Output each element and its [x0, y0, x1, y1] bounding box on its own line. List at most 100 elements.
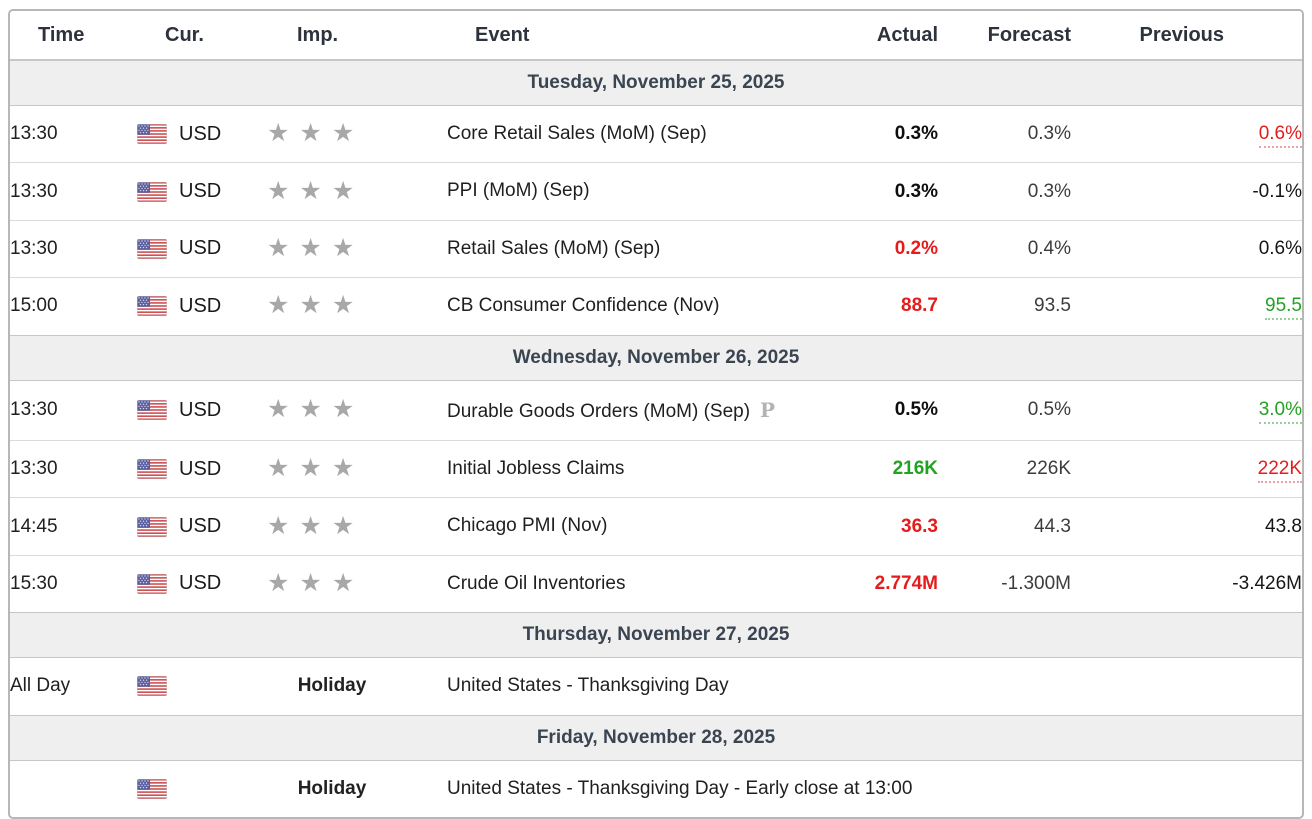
actual-cell: 2.774M: [835, 554, 938, 613]
us-flag-icon: [137, 459, 167, 480]
event-time-cell: 13:30: [10, 162, 137, 221]
holiday-row[interactable]: Holiday United States - Thanksgiving Day …: [10, 759, 1302, 817]
event-row[interactable]: 13:30 USD ★★★ Durable Goods Orders (MoM) (S…: [10, 379, 1302, 441]
us-flag-icon: [137, 676, 167, 697]
previous-value: 3.0%: [1258, 399, 1302, 425]
event-name-cell: United States - Thanksgiving Day - Early…: [447, 759, 1302, 817]
event-link[interactable]: Chicago PMI (Nov): [447, 515, 608, 537]
event-row[interactable]: 13:30 USD ★★★ PPI (MoM) (Sep) 0.3% 0.3% -0.1%: [10, 162, 1302, 221]
forecast-value: 0.3%: [1027, 123, 1071, 145]
forecast-value: -1.300M: [1001, 572, 1071, 594]
forecast-cell: 226K: [938, 439, 1071, 498]
holiday-row[interactable]: All Day Holiday United States - Thanksgivi…: [10, 657, 1302, 716]
event-name-cell: United States - Thanksgiving Day: [447, 657, 1302, 716]
forecast-value: 226K: [1026, 458, 1071, 480]
importance-cell: ★★★: [267, 162, 447, 221]
currency-code: USD: [179, 180, 222, 203]
importance-cell: ★★★: [267, 219, 447, 278]
event-row[interactable]: 13:30 USD ★★★ Core Retail Sales (MoM) (Sep)…: [10, 104, 1302, 163]
currency-cell: USD: [137, 379, 267, 441]
currency-cell: USD: [137, 162, 267, 221]
currency-cell: [137, 657, 267, 716]
us-flag-icon: [137, 573, 167, 594]
actual-cell: 36.3: [835, 497, 938, 556]
us-flag-icon: [137, 516, 167, 537]
currency-cell: USD: [137, 497, 267, 556]
economic-calendar: Time Cur. Imp. Event Actual Forecast Pre…: [8, 9, 1304, 819]
currency-group: [137, 676, 267, 697]
previous-value: 222K: [1257, 458, 1302, 484]
currency-group: USD: [137, 123, 267, 146]
importance-stars-icon: ★★★: [267, 291, 365, 320]
actual-value: 0.5%: [894, 399, 938, 421]
importance-stars-icon: ★★★: [267, 233, 365, 262]
previous-cell: 43.8: [1071, 497, 1302, 556]
currency-code: USD: [179, 398, 222, 421]
actual-value: 216K: [892, 458, 938, 480]
event-link[interactable]: Crude Oil Inventories: [447, 572, 626, 594]
currency-code: USD: [179, 572, 222, 595]
actual-cell: 216K: [835, 439, 938, 498]
currency-group: USD: [137, 237, 267, 260]
actual-value: 2.774M: [874, 572, 938, 594]
holiday-label: Holiday: [297, 777, 367, 799]
previous-cell: 0.6%: [1071, 219, 1302, 278]
us-flag-icon: [137, 296, 167, 317]
event-time-cell: 13:30: [10, 104, 137, 163]
importance-stars-icon: ★★★: [267, 395, 365, 424]
event-row[interactable]: 13:30 USD ★★★ Retail Sales (MoM) (Sep) 0.2% 0…: [10, 219, 1302, 278]
us-flag-icon: [137, 181, 167, 202]
event-link[interactable]: PPI (MoM) (Sep): [447, 180, 590, 202]
holiday-label: Holiday: [297, 675, 367, 697]
currency-code: USD: [179, 122, 222, 145]
date-header-row: Thursday, November 27, 2025: [10, 612, 1302, 659]
calendar-header: Time Cur. Imp. Event Actual Forecast Pre…: [10, 11, 1302, 61]
forecast-cell: 0.3%: [938, 104, 1071, 163]
column-header-currency: Cur.: [137, 11, 267, 61]
previous-value: 0.6%: [1258, 237, 1302, 259]
currency-cell: USD: [137, 104, 267, 163]
importance-stars-icon: ★★★: [267, 119, 365, 148]
previous-value: -3.426M: [1232, 572, 1302, 594]
event-link[interactable]: Durable Goods Orders (MoM) (Sep): [447, 400, 751, 422]
event-row[interactable]: 13:30 USD ★★★ Initial Jobless Claims 216K 226…: [10, 439, 1302, 498]
event-row[interactable]: 14:45 USD ★★★ Chicago PMI (Nov) 36.3 44.3 43.8: [10, 497, 1302, 556]
actual-cell: 0.3%: [835, 104, 938, 163]
event-link[interactable]: CB Consumer Confidence (Nov): [447, 295, 720, 317]
forecast-cell: 44.3: [938, 497, 1071, 556]
actual-value: 0.3%: [894, 180, 938, 202]
economic-calendar-table: Time Cur. Imp. Event Actual Forecast Pre…: [10, 11, 1302, 817]
previous-cell: 222K: [1071, 439, 1302, 498]
column-header-actual: Actual: [835, 11, 938, 61]
us-flag-icon: [137, 238, 167, 259]
date-header-label: Thursday, November 27, 2025: [522, 624, 790, 646]
previous-value: 0.6%: [1258, 123, 1302, 149]
event-link[interactable]: United States - Thanksgiving Day - Early…: [447, 777, 913, 799]
actual-cell: 0.5%: [835, 379, 938, 441]
actual-cell: 0.3%: [835, 162, 938, 221]
event-name-cell: Crude Oil Inventories: [447, 554, 835, 613]
currency-group: USD: [137, 180, 267, 203]
currency-group: USD: [137, 515, 267, 538]
currency-cell: USD: [137, 554, 267, 613]
event-link[interactable]: United States - Thanksgiving Day: [447, 675, 729, 697]
actual-value: 36.3: [901, 515, 938, 537]
currency-code: USD: [179, 237, 222, 260]
forecast-cell: 0.4%: [938, 219, 1071, 278]
event-time: All Day: [10, 675, 71, 697]
previous-cell: 95.5: [1071, 277, 1302, 336]
event-time-cell: 13:30: [10, 219, 137, 278]
previous-cell: -0.1%: [1071, 162, 1302, 221]
importance-cell: Holiday: [267, 759, 447, 817]
event-link[interactable]: Initial Jobless Claims: [447, 457, 625, 479]
importance-cell: ★★★: [267, 497, 447, 556]
forecast-value: 93.5: [1034, 295, 1071, 317]
event-link[interactable]: Retail Sales (MoM) (Sep): [447, 237, 661, 259]
event-time: 14:45: [10, 515, 58, 537]
event-time: 15:30: [10, 572, 58, 594]
event-row[interactable]: 15:30 USD ★★★ Crude Oil Inventories 2.774M -1…: [10, 554, 1302, 613]
column-header-previous: Previous: [1071, 11, 1302, 61]
event-row[interactable]: 15:00 USD ★★★ CB Consumer Confidence (Nov) 8…: [10, 277, 1302, 336]
event-link[interactable]: Core Retail Sales (MoM) (Sep): [447, 123, 707, 144]
currency-code: USD: [179, 515, 222, 538]
